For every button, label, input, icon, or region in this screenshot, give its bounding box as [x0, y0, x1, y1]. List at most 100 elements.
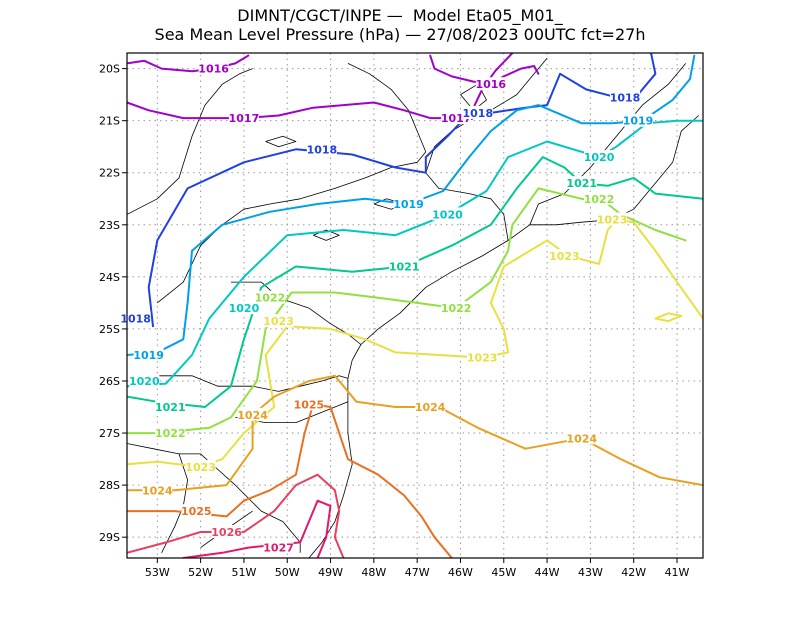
- isobar-label-1022: 1022: [584, 193, 615, 206]
- y-tick-label: 25S: [99, 323, 120, 336]
- isobar-label-bg: [566, 431, 597, 445]
- boundary-line: [127, 68, 253, 215]
- x-tick-label: 53W: [145, 566, 170, 579]
- isobar-label-1020: 1020: [432, 208, 463, 221]
- title-line-2: Sea Mean Level Pressure (hPa) — 27/08/20…: [154, 25, 646, 44]
- isobar-label-bg: [133, 347, 164, 361]
- x-tick-label: 52W: [188, 566, 213, 579]
- isobar-1026: [127, 473, 345, 558]
- isobar-label-1023: 1023: [263, 315, 294, 328]
- x-tick-label: 51W: [231, 566, 256, 579]
- boundary-line: [127, 443, 301, 553]
- isobar-label-bg: [198, 61, 229, 75]
- isobar-label-bg: [228, 301, 259, 315]
- x-tick-label: 41W: [665, 566, 690, 579]
- isobar-label-1021: 1021: [155, 401, 186, 414]
- isobar-label-bg: [306, 142, 337, 156]
- y-tick-label: 27S: [99, 427, 120, 440]
- isobar-label-bg: [415, 400, 446, 414]
- isobar-label-bg: [254, 290, 285, 304]
- isobar-label-1018: 1018: [307, 143, 338, 156]
- isobar-label-bg: [120, 311, 151, 325]
- isobar-label-1019: 1019: [623, 115, 654, 128]
- isobar-label-bg: [389, 259, 420, 273]
- y-tick-label: 22S: [99, 167, 120, 180]
- isobar-1018: [147, 53, 657, 328]
- y-axis: 20S 21S 22S 23S 24S 25S 26S 27S 28S 29S: [99, 63, 127, 544]
- isobar-label-1017: 1017: [229, 112, 260, 125]
- isobar-label-1016: 1016: [475, 78, 506, 91]
- isobar-label-1018: 1018: [462, 107, 493, 120]
- x-tick-label: 42W: [621, 566, 646, 579]
- isobar-label-bg: [432, 207, 463, 221]
- grid: [127, 53, 703, 558]
- isobar-label-bg: [185, 459, 216, 473]
- isobar-label-bg: [211, 524, 242, 538]
- isobar-label-bg: [623, 113, 654, 127]
- isobar-label-bg: [129, 373, 160, 387]
- isobar-label-1018: 1018: [610, 91, 641, 104]
- isobar-label-1018: 1018: [120, 313, 151, 326]
- isobar-label-1024: 1024: [142, 484, 173, 497]
- isobar-label-bg: [155, 426, 186, 440]
- isobar-label-bg: [228, 111, 259, 125]
- isobar-label-bg: [263, 540, 294, 554]
- isobar-label-bg: [441, 301, 472, 315]
- isobar-label-1027: 1027: [263, 542, 294, 555]
- y-tick-label: 29S: [99, 531, 120, 544]
- isobar-label-bg: [549, 249, 580, 263]
- isobar-label-1024: 1024: [237, 409, 268, 422]
- isobar-1023: [654, 312, 683, 323]
- chart-title: DIMNT/CGCT/INPE — Model Eta05_M01_ Sea M…: [0, 6, 800, 44]
- isobar-label-bg: [393, 196, 424, 210]
- isobar-label-1020: 1020: [584, 151, 615, 164]
- y-tick-label: 20S: [99, 63, 120, 76]
- x-tick-label: 48W: [361, 566, 386, 579]
- boundary-line: [460, 83, 487, 111]
- isobar-label-1019: 1019: [133, 349, 164, 362]
- x-tick-label: 44W: [535, 566, 560, 579]
- y-tick-label: 21S: [99, 115, 120, 128]
- isobar-label-bg: [584, 150, 615, 164]
- isobar-label-1022: 1022: [255, 292, 286, 305]
- y-tick-label: 26S: [99, 375, 120, 388]
- x-tick-label: 46W: [448, 566, 473, 579]
- isobar-label-bg: [181, 504, 212, 518]
- isobar-1027: [182, 499, 332, 558]
- isobar-label-1024: 1024: [566, 432, 597, 445]
- isobar-label-bg: [142, 483, 173, 497]
- isobar-label-bg: [462, 105, 493, 119]
- boundary-line: [265, 135, 297, 148]
- isobar-label-bg: [467, 350, 498, 364]
- isobar-label-1021: 1021: [566, 177, 597, 190]
- isobar-label-bg: [475, 77, 506, 91]
- isobar-label-bg: [584, 191, 615, 205]
- isobar-label-1019: 1019: [393, 198, 424, 211]
- isobar-label-bg: [263, 314, 294, 328]
- isobar-label-1023: 1023: [467, 352, 498, 365]
- isobar-label-bg: [293, 397, 324, 411]
- isobar-label-1025: 1025: [294, 398, 325, 411]
- x-tick-label: 47W: [405, 566, 430, 579]
- isobar-label-1022: 1022: [155, 427, 186, 440]
- isobar-label-bg: [566, 176, 597, 190]
- isobar-label-1023: 1023: [185, 461, 216, 474]
- plot-frame: [126, 52, 704, 559]
- title-line-1: DIMNT/CGCT/INPE — Model Eta05_M01_: [237, 6, 563, 25]
- y-tick-label: 24S: [99, 271, 120, 284]
- boundary-line: [127, 375, 349, 392]
- isobar-label-1024: 1024: [415, 401, 446, 414]
- isobar-label-1023: 1023: [549, 250, 580, 263]
- isobar-label-1022: 1022: [441, 302, 472, 315]
- y-tick-label: 28S: [99, 479, 120, 492]
- isobar-label-bg: [155, 400, 186, 414]
- boundary-line: [347, 115, 699, 379]
- map-boundaries: [127, 57, 699, 558]
- x-tick-label: 43W: [578, 566, 603, 579]
- boundary-line: [347, 63, 427, 153]
- isobar-label-bg: [237, 407, 268, 421]
- boundary-line: [308, 378, 353, 558]
- boundary-line: [157, 151, 427, 304]
- isobar-label-1020: 1020: [229, 302, 260, 315]
